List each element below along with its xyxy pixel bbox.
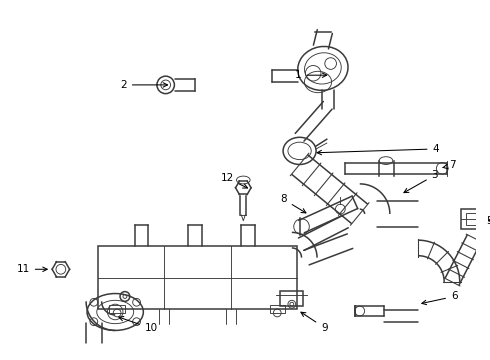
Text: 2: 2 bbox=[120, 80, 168, 90]
Bar bbox=[270, 305, 285, 313]
Text: 6: 6 bbox=[422, 292, 458, 305]
Text: 4: 4 bbox=[317, 144, 439, 155]
Text: 8: 8 bbox=[280, 194, 306, 213]
Text: 3: 3 bbox=[404, 170, 438, 193]
Bar bbox=[466, 213, 483, 225]
Text: 1: 1 bbox=[295, 70, 327, 80]
Text: 5: 5 bbox=[486, 216, 490, 226]
Text: 10: 10 bbox=[119, 316, 158, 333]
Bar bbox=[461, 209, 488, 229]
Text: 7: 7 bbox=[443, 161, 456, 170]
Bar bbox=[280, 291, 303, 306]
Text: 9: 9 bbox=[301, 312, 327, 333]
Text: 12: 12 bbox=[220, 173, 247, 188]
Text: 11: 11 bbox=[17, 264, 47, 274]
Bar bbox=[98, 246, 296, 309]
Bar bbox=[109, 305, 125, 313]
